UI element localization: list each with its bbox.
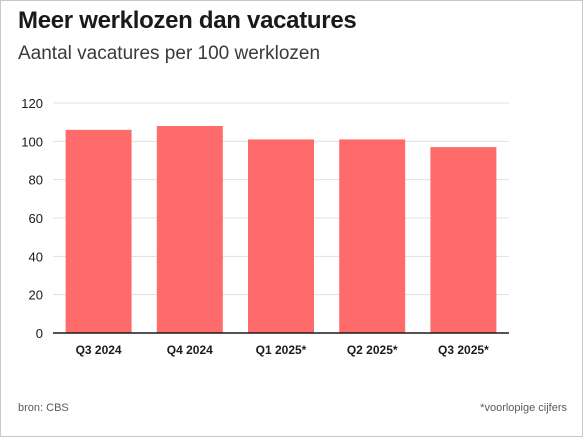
- y-tick-label: 60: [29, 211, 43, 226]
- y-tick-label: 20: [29, 288, 43, 303]
- footnote: *voorlopige cijfers: [480, 402, 567, 414]
- source-note: bron: CBS: [18, 402, 69, 414]
- bar: [65, 129, 132, 333]
- y-tick-label: 0: [36, 326, 43, 341]
- bar: [339, 139, 406, 333]
- y-tick-label: 80: [29, 173, 43, 188]
- y-tick-label: 100: [21, 134, 43, 149]
- x-tick-label: Q4 2024: [167, 343, 213, 357]
- x-axis-labels: Q3 2024 Q4 2024 Q1 2025* Q2 2025* Q3 2025*: [76, 343, 490, 357]
- bar: [248, 139, 314, 333]
- y-tick-label: 120: [21, 96, 43, 111]
- y-tick-label: 40: [29, 249, 43, 264]
- bar: [156, 126, 223, 333]
- bar-chart: 0 20 40 60 80 100 120 Q3 2024 Q4 2024 Q1 2025* Q2…: [21, 96, 509, 357]
- chart-subtitle: Aantal vacatures per 100 werklozen: [18, 43, 321, 64]
- x-tick-label: Q2 2025*: [347, 343, 398, 357]
- x-tick-label: Q3 2024: [76, 343, 122, 357]
- bar: [430, 147, 497, 333]
- bars: [65, 126, 497, 333]
- chart-title: Meer werklozen dan vacatures: [18, 7, 357, 34]
- x-tick-label: Q3 2025*: [438, 343, 489, 357]
- y-axis-ticks: 0 20 40 60 80 100 120: [21, 96, 43, 341]
- x-tick-label: Q1 2025*: [256, 343, 307, 357]
